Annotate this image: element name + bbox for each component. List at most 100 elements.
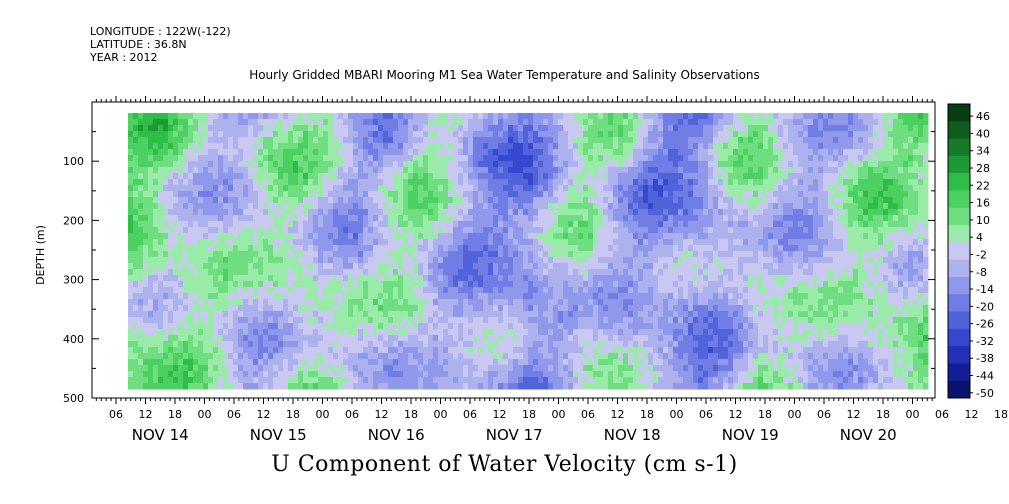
heatmap-cell [393,329,399,336]
heatmap-cell [558,173,564,180]
heatmap-cell [468,203,474,210]
heatmap-cell [153,125,159,132]
heatmap-cell [573,221,579,228]
heatmap-cell [188,371,194,378]
heatmap-cell [593,371,599,378]
heatmap-cell [223,305,229,312]
heatmap-cell [198,353,204,360]
heatmap-cell [143,191,149,198]
heatmap-cell [273,353,279,360]
heatmap-cell [628,257,634,264]
heatmap-cell [413,161,419,168]
heatmap-cell [493,155,499,162]
heatmap-cell [513,323,519,330]
heatmap-cell [508,293,514,300]
heatmap-cell [293,251,299,258]
heatmap-cell [408,341,414,348]
heatmap-cell [383,155,389,162]
heatmap-cell [608,335,614,342]
heatmap-cell [448,305,454,312]
heatmap-cell [323,239,329,246]
heatmap-cell [403,179,409,186]
heatmap-cell [403,371,409,378]
heatmap-cell [158,185,164,192]
heatmap-cell [253,221,259,228]
heatmap-cell [618,143,624,150]
heatmap-cell [483,167,489,174]
heatmap-cell [653,143,659,150]
heatmap-cell [558,215,564,222]
heatmap-cell [588,377,594,384]
heatmap-cell [238,287,244,294]
heatmap-cell [193,299,199,306]
heatmap-cell [503,245,509,252]
heatmap-cell [553,287,559,294]
heatmap-cell [183,119,189,126]
heatmap-cell [368,347,374,354]
heatmap-cell [198,293,204,300]
heatmap-cell [493,215,499,222]
heatmap-cell [568,161,574,168]
heatmap-cell [348,347,354,354]
heatmap-cell [648,329,654,336]
heatmap-cell [238,221,244,228]
heatmap-cell [268,377,274,384]
heatmap-cell [548,293,554,300]
heatmap-cell [498,185,504,192]
heatmap-cell [263,335,269,342]
heatmap-cell [453,239,459,246]
heatmap-cell [498,323,504,330]
heatmap-cell [633,197,639,204]
heatmap-cell [318,275,324,282]
heatmap-cell [213,341,219,348]
heatmap-cell [593,311,599,318]
heatmap-cell [478,119,484,126]
heatmap-cell [138,245,144,252]
heatmap-cell [478,293,484,300]
heatmap-cell [623,143,629,150]
heatmap-cell [553,281,559,288]
heatmap-cell [608,113,614,120]
heatmap-cell [418,155,424,162]
heatmap-cell [653,299,659,306]
heatmap-cell [468,143,474,150]
heatmap-cell [348,191,354,198]
heatmap-cell [453,203,459,210]
heatmap-cell [348,119,354,126]
heatmap-cell [348,323,354,330]
heatmap-cell [623,119,629,126]
heatmap-cell [373,365,379,372]
heatmap-cell [443,329,449,336]
heatmap-cell [333,227,339,234]
heatmap-cell [668,119,674,126]
heatmap-cell [453,329,459,336]
heatmap-cell [513,371,519,378]
heatmap-cell [568,335,574,342]
heatmap-cell [468,257,474,264]
heatmap-cell [468,287,474,294]
heatmap-cell [233,245,239,252]
heatmap-cell [443,197,449,204]
heatmap-cell [378,335,384,342]
heatmap-cell [143,239,149,246]
heatmap-cell [613,257,619,264]
heatmap-cell [388,137,394,144]
heatmap-cell [488,251,494,258]
heatmap-cell [613,155,619,162]
heatmap-cell [293,377,299,384]
heatmap-cell [318,287,324,294]
heatmap-cell [173,263,179,270]
heatmap-cell [138,365,144,372]
heatmap-cell [338,251,344,258]
heatmap-cell [533,149,539,156]
heatmap-cell [228,317,234,324]
heatmap-cell [558,125,564,132]
heatmap-cell [523,335,529,342]
heatmap-cell [663,329,669,336]
heatmap-cell [178,179,184,186]
heatmap-cell [273,299,279,306]
heatmap-cell [338,293,344,300]
heatmap-cell [638,233,644,240]
heatmap-cell [228,299,234,306]
heatmap-cell [178,299,184,306]
